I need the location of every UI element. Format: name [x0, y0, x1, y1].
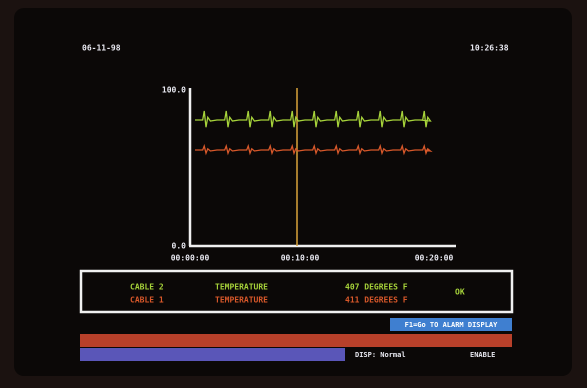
cable-name: CABLE 2 — [130, 283, 164, 292]
monitor-screen: 06-11-98 10:26:38 100.0 0.0 00:00:00 00:… — [0, 0, 587, 388]
reading: 411 DEGREES F — [345, 296, 408, 305]
x-tick-label: 00:10:00 — [281, 254, 320, 263]
blue-bar — [80, 348, 345, 361]
measure: TEMPERATURE — [215, 296, 268, 305]
x-tick-label: 00:00:00 — [171, 254, 210, 263]
display-mode: DISP: Normal — [355, 351, 406, 359]
y-bottom-label: 0.0 — [172, 242, 187, 251]
cable-name: CABLE 1 — [130, 296, 164, 305]
red-bar — [80, 334, 512, 347]
alarm-button-label[interactable]: F1=Go TO ALARM DISPLAY — [405, 321, 499, 329]
enable-state: ENABLE — [470, 351, 495, 359]
alarm-button[interactable]: F1=Go TO ALARM DISPLAY — [390, 318, 512, 331]
time: 10:26:38 — [470, 44, 509, 53]
measure: TEMPERATURE — [215, 283, 268, 292]
y-top-label: 100.0 — [162, 86, 186, 95]
reading: 407 DEGREES F — [345, 283, 408, 292]
date: 06-11-98 — [82, 44, 121, 53]
status: OK — [455, 288, 465, 297]
x-tick-label: 00:20:00 — [415, 254, 454, 263]
